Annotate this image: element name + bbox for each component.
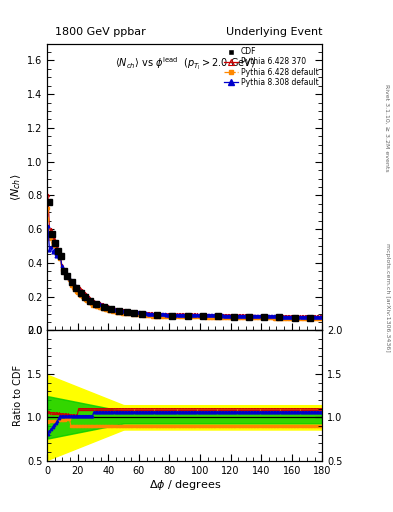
Y-axis label: $\langle N_{ch}\rangle$: $\langle N_{ch}\rangle$ <box>9 173 23 201</box>
Legend: CDF, Pythia 6.428 370, Pythia 6.428 default, Pythia 8.308 default: CDF, Pythia 6.428 370, Pythia 6.428 defa… <box>222 46 320 88</box>
Text: mcplots.cern.ch [arXiv:1306.3436]: mcplots.cern.ch [arXiv:1306.3436] <box>385 243 389 351</box>
Text: $\langle N_{ch}\rangle$ vs $\phi^{\rm lead}$  ($p_{T_{\rm l}}>2.0$ GeV): $\langle N_{ch}\rangle$ vs $\phi^{\rm le… <box>114 55 255 72</box>
Text: Underlying Event: Underlying Event <box>226 27 322 37</box>
Text: 1800 GeV ppbar: 1800 GeV ppbar <box>55 27 146 37</box>
Y-axis label: Ratio to CDF: Ratio to CDF <box>13 365 23 426</box>
Text: Rivet 3.1.10, ≥ 3.2M events: Rivet 3.1.10, ≥ 3.2M events <box>385 84 389 172</box>
X-axis label: $\Delta\phi$ / degrees: $\Delta\phi$ / degrees <box>149 478 221 493</box>
